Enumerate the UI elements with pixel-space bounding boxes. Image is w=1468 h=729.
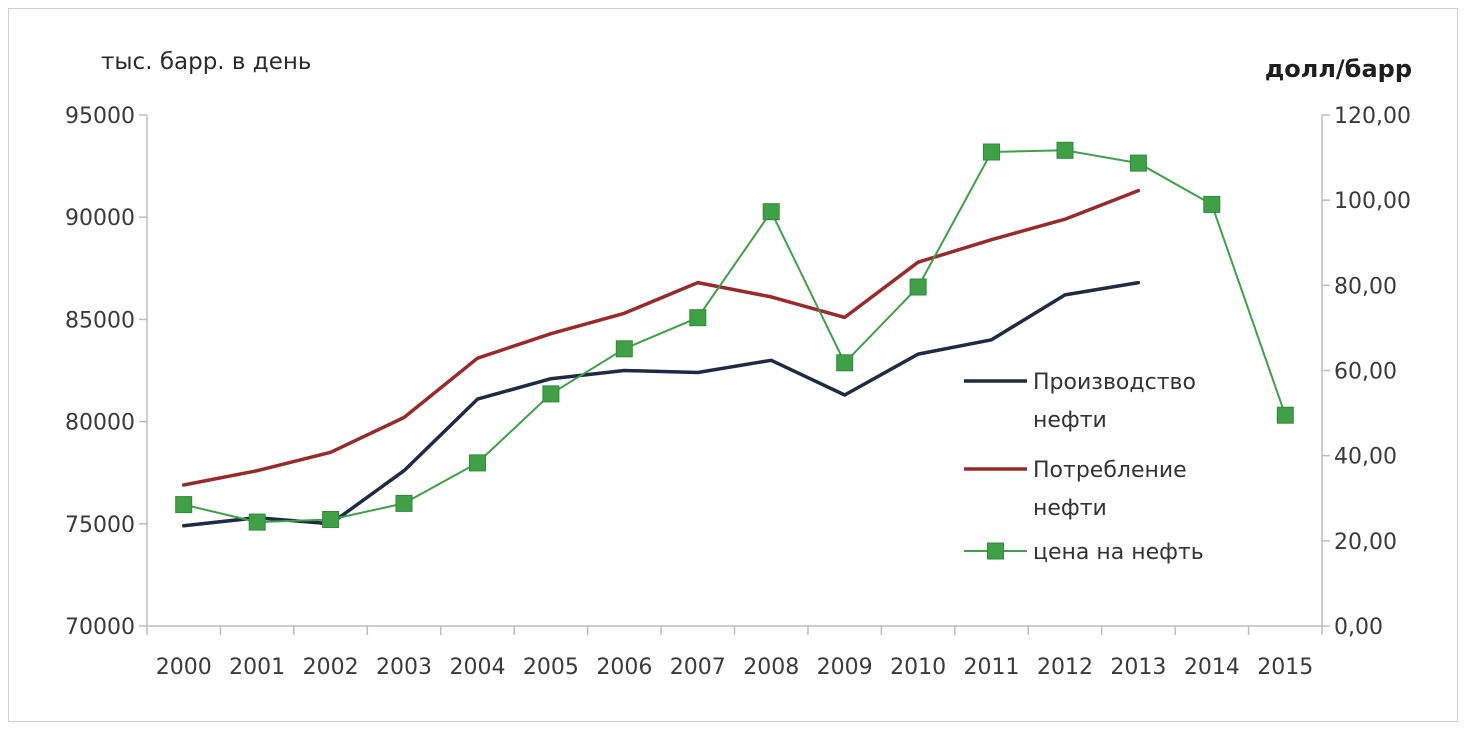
left-axis-tick-label: 95000 [65,104,135,129]
x-axis-tick-label: 2004 [449,655,505,680]
chart-frame: тыс. барр. в день долл/барр 70000 75000 80… [8,8,1458,722]
series-3-marker-2000 [175,496,193,514]
x-axis-tick-label: 2002 [303,655,359,680]
series-3-marker-2005 [542,385,560,403]
series-3-marker-2013 [1129,154,1147,172]
legend-label-line: нефти [1033,496,1107,521]
x-axis-tick-label: 2006 [596,655,652,680]
x-axis-tick-label: 2014 [1184,655,1240,680]
series-3-marker-2006 [615,340,633,358]
series-3-marker-2015 [1276,406,1294,424]
series-3-marker-2008 [762,203,780,221]
series-3-marker-2011 [983,143,1000,161]
x-axis-tick-label: 2001 [229,655,285,680]
oil-chart: тыс. барр. в день долл/барр 70000 75000 80… [65,49,1412,680]
x-axis-tick-label: 2008 [743,655,799,680]
legend: Производство нефти Потребление нефти цена на… [964,370,1204,565]
right-axis-tick-label: 20,00 [1334,530,1397,555]
series-3-marker-2001 [248,513,266,531]
x-axis-tick-label: 2011 [964,655,1020,680]
left-axis-tick-label: 80000 [65,411,135,436]
left-axis-title: тыс. барр. в день [101,49,311,75]
series-3-marker-2009 [836,354,854,372]
x-axis-tick-label: 2000 [156,655,212,680]
right-axis-title: долл/барр [1265,55,1412,83]
right-axis-tick-label: 80,00 [1334,274,1397,299]
series-3-marker-2012 [1056,141,1074,159]
series-3-marker-2002 [322,511,340,528]
x-axis-tick-label: 2007 [670,655,726,680]
left-axis-tick-label: 90000 [65,206,135,231]
right-axis-tick-label: 0,00 [1334,615,1383,640]
right-axis-tick-label: 40,00 [1334,445,1397,470]
left-axis-tick-label: 70000 [65,615,135,640]
legend-label-line: цена на нефть [1033,540,1204,565]
legend-label-line: Производство [1033,370,1196,395]
x-axis-tick-label: 2015 [1257,655,1313,680]
series-3-marker-2014 [1203,195,1221,213]
x-axis-tick-label: 2009 [817,655,873,680]
series-line-2 [181,188,1141,487]
legend-label-2: Потребление нефти [1033,458,1187,521]
legend-label-3: цена на нефть [1033,540,1204,565]
right-axis-tick-label: 120,00 [1334,104,1411,129]
x-axis-tick-label: 2005 [523,655,579,680]
right-axis-tick-label: 60,00 [1334,360,1397,385]
legend-label-line: Потребление [1033,458,1187,483]
series-line-3 [182,149,1287,524]
series-3-marker-2004 [469,454,486,472]
left-axis-tick-label: 75000 [65,513,135,538]
series-3-marker-2010 [909,278,927,296]
x-axis-tick-label: 2010 [890,655,946,680]
axes: 70000 75000 80000 85000 90000 95000 0,00 20,00 4… [65,104,1411,680]
legend-label-1: Производство нефти [1033,370,1196,433]
left-axis-tick-label: 85000 [65,308,135,333]
right-axis-tick-label: 100,00 [1334,189,1411,214]
series-3-marker-2003 [395,494,413,512]
x-axis-tick-label: 2003 [376,655,432,680]
series-line-1 [181,280,1141,528]
x-axis-tick-label: 2012 [1037,655,1093,680]
legend-label-line: нефти [1033,408,1107,433]
x-axis-tick-label: 2013 [1110,655,1166,680]
legend-marker-3 [987,542,1004,560]
series-layer [175,141,1294,531]
series-3-marker-2007 [689,309,707,327]
